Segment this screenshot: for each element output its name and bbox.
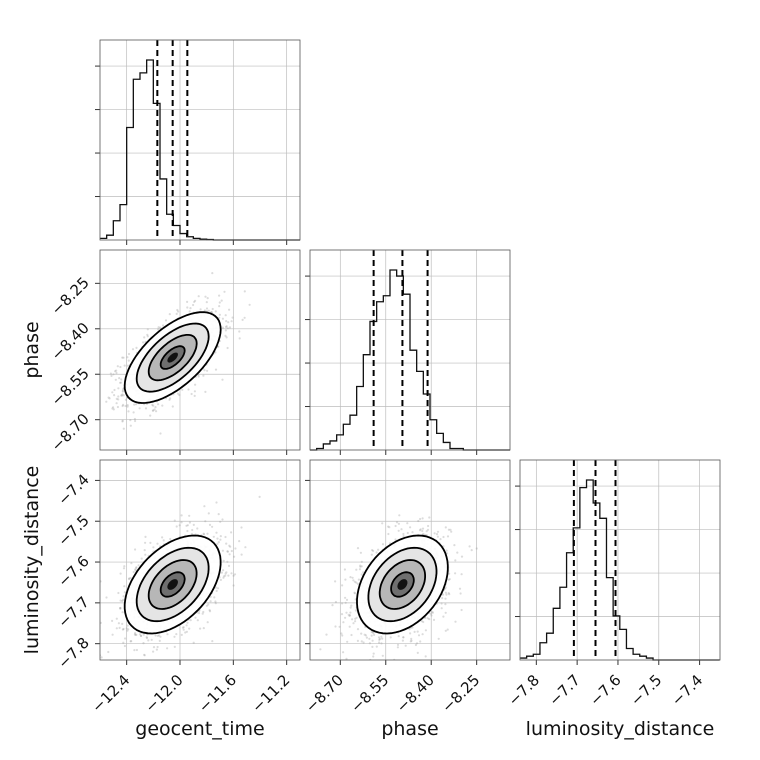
panel-frame xyxy=(99,459,301,661)
joint-geocent-time-vs-phase: −8.70−8.55−8.40−8.25 xyxy=(48,249,301,455)
density-peak xyxy=(397,579,408,590)
marginal-phase xyxy=(305,249,511,455)
y-tick-label: −7.8 xyxy=(54,634,92,672)
panel-frame xyxy=(309,249,511,451)
y-tick-label: −8.55 xyxy=(48,364,93,409)
x-tick-label: −7.6 xyxy=(586,671,624,709)
x-tick-label: −8.25 xyxy=(438,671,483,716)
x-axis-label-luminosity-distance: luminosity_distance xyxy=(526,718,715,740)
y-tick-label: −8.70 xyxy=(48,410,93,455)
panel-frame xyxy=(99,39,301,241)
y-tick-label: −7.5 xyxy=(54,511,92,549)
x-tick-label: −11.2 xyxy=(248,671,293,716)
x-tick-label: −8.55 xyxy=(347,671,392,716)
density-peak xyxy=(167,352,178,363)
joint-phase-vs-luminosity-distance: −8.70 −8.55 −8.40 −8.25 xyxy=(302,459,511,716)
grid-lines xyxy=(520,460,720,660)
x-tick-label: −8.40 xyxy=(393,671,438,716)
x-axis-label-geocent-time: geocent_time xyxy=(135,718,264,740)
x-tick-label: −7.5 xyxy=(627,671,665,709)
panel-frame xyxy=(309,459,511,661)
panel-frame xyxy=(519,459,721,661)
contour-lines xyxy=(356,534,449,635)
x-tick-label: −11.6 xyxy=(195,671,240,716)
density-fill xyxy=(124,535,221,634)
y-tick-label: −7.6 xyxy=(54,552,92,590)
histogram-steps xyxy=(310,269,510,451)
y-axis-label-luminosity-distance: luminosity_distance xyxy=(21,466,43,655)
x-tick-label: −7.7 xyxy=(545,671,583,709)
joint-geocent-time-vs-luminosity-distance: −12.4 −12.0 −11.6 −11.2 −7.8−7.7−7.6−7.5−7.4 xyxy=(54,459,301,716)
grid-lines xyxy=(100,40,300,240)
histogram-steps xyxy=(100,59,300,241)
x-axis-label-phase: phase xyxy=(381,718,438,740)
y-tick-label: −8.40 xyxy=(48,319,93,364)
contour-lines xyxy=(123,534,222,635)
x-tick-label: −7.8 xyxy=(505,671,543,709)
x-tick-label: −12.4 xyxy=(88,671,133,716)
density-fill xyxy=(357,535,448,634)
histogram-steps xyxy=(520,479,720,661)
x-tick-label: −7.4 xyxy=(668,671,706,709)
density-fill xyxy=(124,312,221,403)
x-tick-label: −12.0 xyxy=(142,671,187,716)
y-tick-label: −7.7 xyxy=(54,593,92,631)
marginal-geocent-time xyxy=(95,39,301,245)
grid-lines xyxy=(100,460,300,660)
y-tick-label: −8.25 xyxy=(48,273,93,318)
marginal-luminosity-distance: −7.8 −7.7 −7.6 −7.5 −7.4 xyxy=(505,459,721,710)
density-peak xyxy=(167,579,178,590)
contour-lines xyxy=(123,311,222,404)
x-tick-label: −8.70 xyxy=(302,671,347,716)
y-tick-label: −7.4 xyxy=(54,471,92,509)
panel-frame xyxy=(99,249,301,451)
y-axis-label-phase: phase xyxy=(21,321,43,378)
